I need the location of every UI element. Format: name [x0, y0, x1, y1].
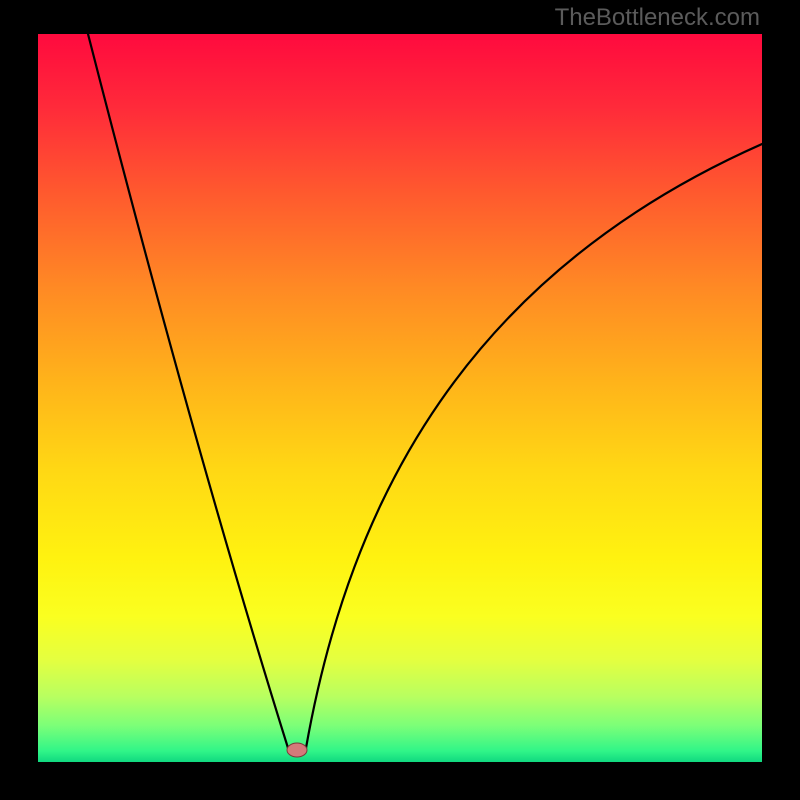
curve-svg: [38, 34, 762, 762]
frame-right: [762, 0, 800, 800]
frame-left: [0, 0, 38, 800]
tip-marker: [287, 743, 307, 757]
watermark-text: TheBottleneck.com: [555, 4, 760, 32]
frame-bottom: [0, 762, 800, 800]
v-curve-path: [88, 34, 762, 748]
plot-area: [38, 34, 762, 762]
